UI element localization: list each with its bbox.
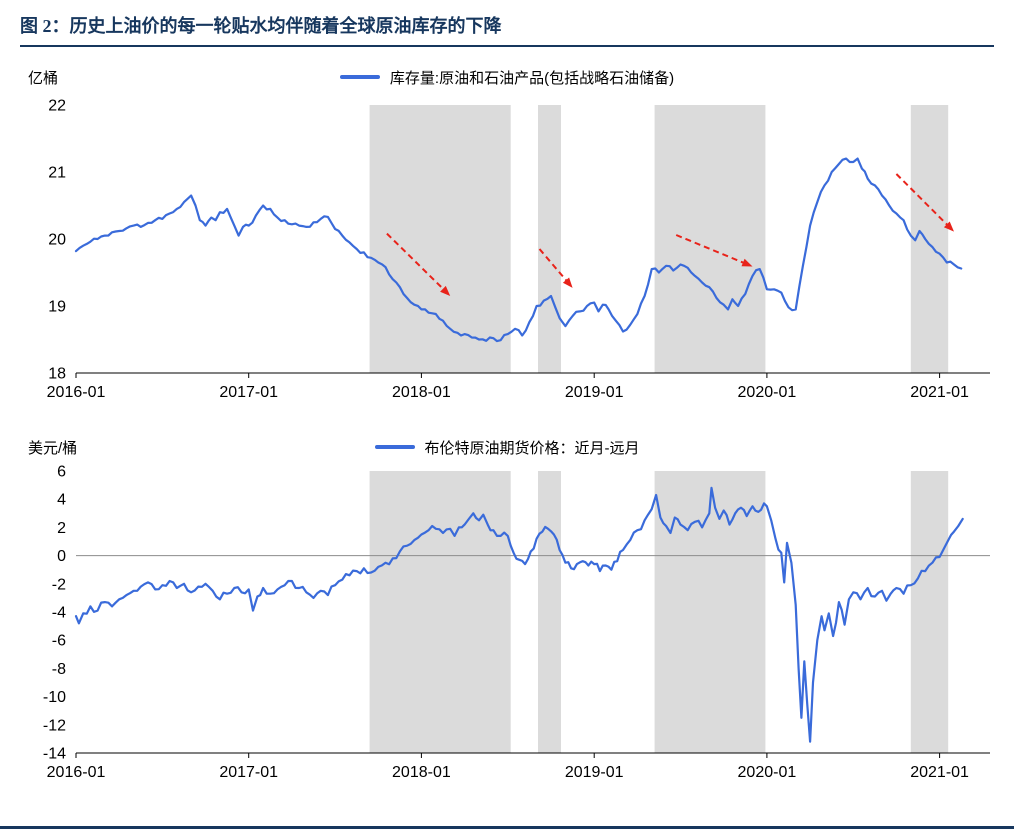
shaded-region (538, 105, 561, 373)
y-tick-label: -2 (52, 576, 66, 593)
series-line (74, 157, 963, 343)
x-tick-label: 2017-01 (219, 384, 278, 401)
trend-arrow-shaft (895, 173, 951, 229)
figure-header: 图 2：历史上油价的每一轮贴水均伴随着全球原油库存的下降 (0, 0, 1014, 47)
trend-arrow (895, 173, 954, 232)
trend-arrow-head (943, 221, 954, 232)
y-tick-label: -10 (43, 689, 66, 706)
y-tick-label: 6 (57, 464, 66, 481)
y-tick-label: -4 (52, 605, 66, 622)
spread-chart-section: 美元/桶 布伦特原油期货价格：近月-远月 2016-01 2017-01 2018-… (0, 413, 1014, 815)
y-tick-label: 22 (48, 98, 66, 115)
y-tick-label: 18 (48, 366, 66, 383)
x-tick-label: 2021-01 (910, 384, 969, 401)
x-tick-label: 2018-01 (392, 384, 451, 401)
spread-legend-label: 布伦特原油期货价格：近月-远月 (424, 439, 640, 457)
shaded-region (538, 471, 561, 753)
y-tick-label: -12 (43, 717, 66, 734)
spread-chart-header: 美元/桶 布伦特原油期货价格：近月-远月 (0, 431, 1014, 463)
shaded-region (910, 471, 949, 753)
trend-arrow (675, 234, 753, 267)
shaded-region (654, 105, 766, 373)
x-tick-label: 2019-01 (565, 384, 624, 401)
shaded-region (369, 105, 511, 373)
y-tick-label: 20 (48, 232, 66, 249)
x-tick-label: 2018-01 (392, 764, 451, 781)
inventory-plot: 2016-01 2017-01 2018-01 2019-01 2020-01 2021-… (47, 98, 990, 401)
trend-arrow-shaft (675, 234, 748, 266)
trend-arrow-head (562, 277, 573, 288)
spread-plot: 2016-01 2017-01 2018-01 2019-01 2020-01 2021-… (43, 464, 990, 781)
figure-title: 图 2：历史上油价的每一轮贴水均伴随着全球原油库存的下降 (20, 16, 502, 36)
bottom-divider (0, 826, 1014, 829)
x-tick-label: 2016-01 (47, 384, 106, 401)
trend-arrow-shaft (538, 248, 570, 284)
y-tick-label: -8 (52, 661, 66, 678)
trend-arrow (538, 248, 573, 288)
trend-arrow-shaft (386, 232, 447, 293)
inventory-chart-section: 亿桶 库存量:原油和石油产品(包括战略石油储备) 2016-01 2017-01 2… (0, 47, 1014, 413)
y-tick-label: 19 (48, 299, 66, 316)
y-tick-label: 21 (48, 165, 66, 182)
trend-arrow-head (741, 258, 753, 267)
x-tick-label: 2020-01 (738, 384, 797, 401)
inventory-legend: 库存量:原油和石油产品(包括战略石油储备) (339, 67, 675, 88)
legend-line-swatch (339, 75, 380, 79)
x-tick-label: 2017-01 (219, 764, 278, 781)
legend-line-swatch (374, 445, 415, 449)
x-tick-label: 2019-01 (565, 764, 624, 781)
title-divider (20, 45, 994, 47)
shaded-region (910, 105, 949, 373)
series-line (74, 486, 964, 743)
spread-y-unit-label: 美元/桶 (28, 439, 78, 457)
trend-arrow (386, 232, 451, 296)
y-tick-label: 0 (57, 548, 66, 565)
x-tick-label: 2021-01 (910, 764, 969, 781)
shaded-region (654, 471, 766, 753)
x-tick-label: 2016-01 (47, 764, 106, 781)
y-tick-label: 2 (57, 520, 66, 537)
trend-arrow-head (440, 285, 451, 296)
inventory-y-unit-label: 亿桶 (28, 69, 59, 87)
y-tick-label: -14 (43, 746, 66, 763)
x-tick-label: 2020-01 (738, 764, 797, 781)
y-tick-label: 4 (57, 492, 66, 509)
inventory-chart-header: 亿桶 库存量:原油和石油产品(包括战略石油储备) (0, 61, 1014, 93)
shaded-region (369, 471, 511, 753)
y-tick-label: -6 (52, 633, 66, 650)
inventory-legend-label: 库存量:原油和石油产品(包括战略石油储备) (389, 69, 675, 87)
spread-legend: 布伦特原油期货价格：近月-远月 (374, 437, 640, 458)
